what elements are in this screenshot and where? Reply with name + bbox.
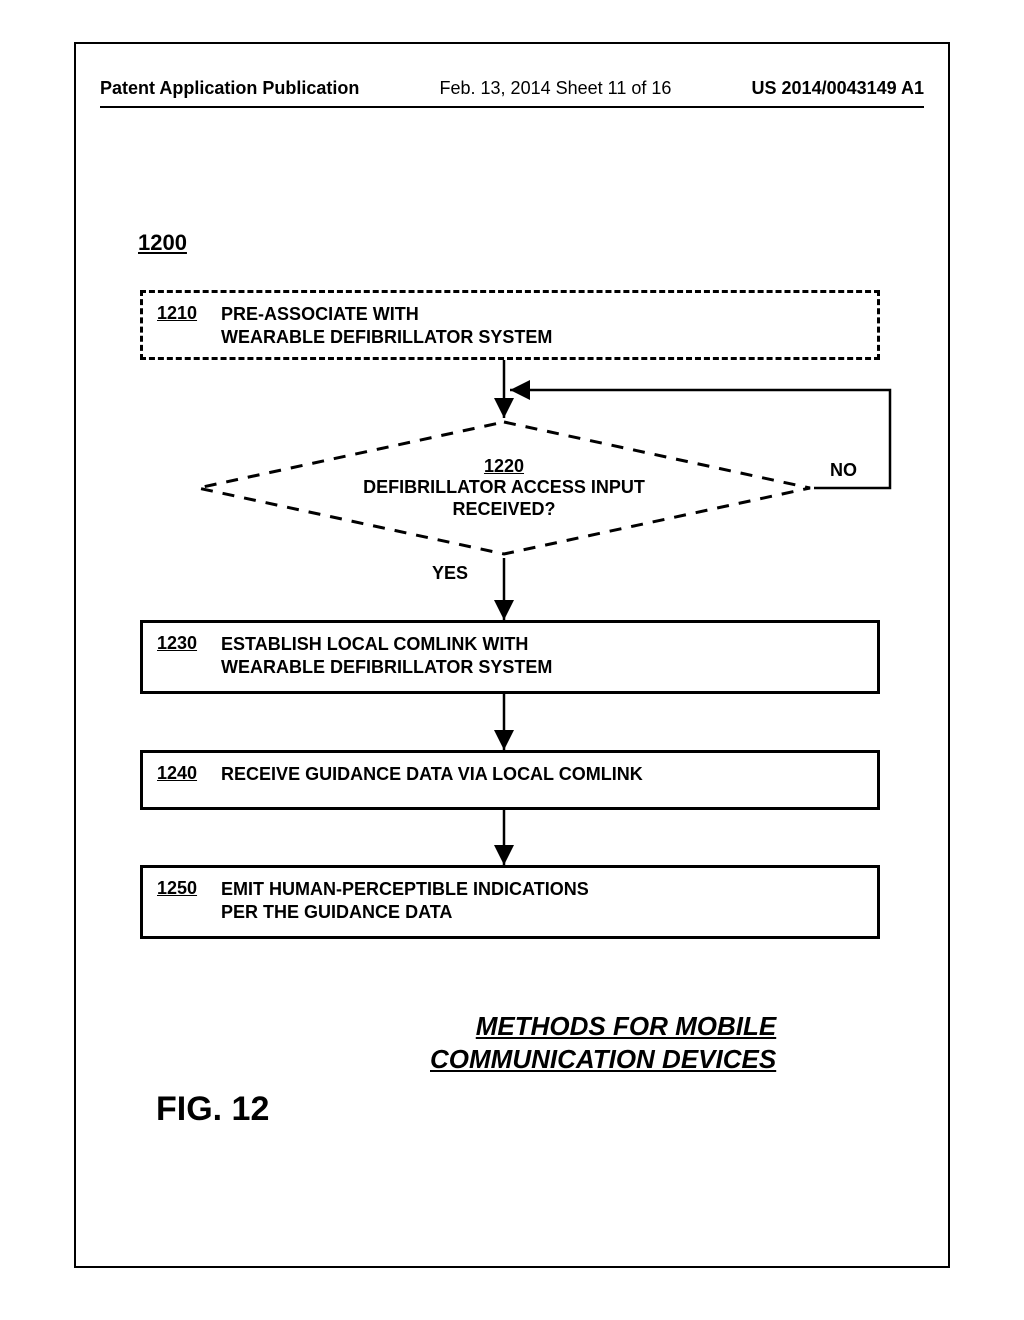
node-1240-num: 1240 bbox=[157, 763, 197, 784]
node-1250-num: 1250 bbox=[157, 878, 197, 899]
node-1250: 1250 EMIT HUMAN-PERCEPTIBLE INDICATIONS … bbox=[140, 865, 880, 939]
node-1220: 1220 DEFIBRILLATOR ACCESS INPUT RECEIVED… bbox=[194, 418, 814, 558]
figure-caption: METHODS FOR MOBILE COMMUNICATION DEVICES bbox=[430, 1010, 776, 1075]
label-no: NO bbox=[830, 460, 857, 481]
header-row: Patent Application Publication Feb. 13, … bbox=[100, 78, 924, 99]
patent-page: Patent Application Publication Feb. 13, … bbox=[0, 0, 1024, 1320]
node-1210-text: PRE-ASSOCIATE WITH WEARABLE DEFIBRILLATO… bbox=[221, 303, 552, 348]
header-rule bbox=[100, 106, 924, 108]
node-1250-text: EMIT HUMAN-PERCEPTIBLE INDICATIONS PER T… bbox=[221, 878, 589, 923]
label-yes: YES bbox=[432, 563, 468, 584]
header-center: Feb. 13, 2014 Sheet 11 of 16 bbox=[440, 78, 672, 99]
header-right: US 2014/0043149 A1 bbox=[752, 78, 924, 99]
node-1220-num: 1220 bbox=[484, 456, 524, 478]
node-1240: 1240 RECEIVE GUIDANCE DATA VIA LOCAL COM… bbox=[140, 750, 880, 810]
node-1210: 1210 PRE-ASSOCIATE WITH WEARABLE DEFIBRI… bbox=[140, 290, 880, 360]
figure-label: FIG. 12 bbox=[156, 1090, 269, 1129]
node-1210-num: 1210 bbox=[157, 303, 197, 324]
figure-number: 1200 bbox=[138, 230, 187, 256]
node-1230: 1230 ESTABLISH LOCAL COMLINK WITH WEARAB… bbox=[140, 620, 880, 694]
node-1230-num: 1230 bbox=[157, 633, 197, 654]
node-1240-text: RECEIVE GUIDANCE DATA VIA LOCAL COMLINK bbox=[221, 763, 643, 786]
flowchart: 1210 PRE-ASSOCIATE WITH WEARABLE DEFIBRI… bbox=[120, 290, 920, 990]
header-left: Patent Application Publication bbox=[100, 78, 359, 99]
node-1220-text: DEFIBRILLATOR ACCESS INPUT RECEIVED? bbox=[363, 477, 645, 520]
node-1230-text: ESTABLISH LOCAL COMLINK WITH WEARABLE DE… bbox=[221, 633, 552, 678]
